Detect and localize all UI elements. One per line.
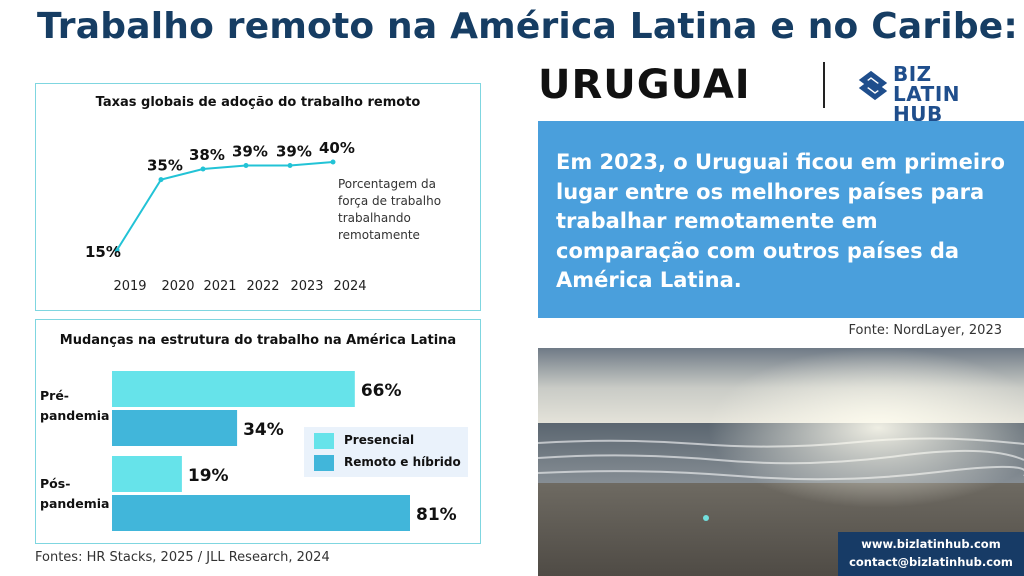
data-label: 38% xyxy=(189,146,225,164)
work-structure-bar-chart: 66% 34% 19% 81% xyxy=(112,371,457,531)
chart1-note: Porcentagem da força de trabalho trabalh… xyxy=(338,176,441,244)
data-point xyxy=(287,163,293,169)
country-heading: URUGUAI xyxy=(538,62,751,108)
x-tick-label: 2023 xyxy=(290,279,323,294)
series-line xyxy=(116,161,334,251)
chart1-note-line: remotamente xyxy=(338,228,420,242)
bar-value-label: 81% xyxy=(416,505,457,525)
bizlatinhub-logo-icon xyxy=(858,70,888,101)
legend-swatch-presencial xyxy=(314,433,334,449)
x-tick-label: 2019 xyxy=(113,279,146,294)
data-label: 35% xyxy=(147,157,183,175)
group-label-line: pandemia xyxy=(40,408,110,423)
remote-adoption-line-chart: 15% 2019 35% 2020 38% 2021 39% 2022 39% 2023 40% 20… xyxy=(85,139,367,294)
bar-value-label: 19% xyxy=(188,466,229,486)
chart2-legend: Presencial Remoto e híbrido xyxy=(304,427,468,477)
data-point xyxy=(330,159,336,165)
x-tick-label: 2024 xyxy=(333,279,366,294)
x-tick-label: 2020 xyxy=(161,279,194,294)
data-point xyxy=(158,177,164,183)
data-label: 40% xyxy=(319,139,355,157)
bar-presencial xyxy=(112,371,355,407)
data-point xyxy=(200,166,206,172)
info-box-text: Em 2023, o Uruguai ficou em primeiro lug… xyxy=(556,150,1005,292)
sources-footnote: Fontes: HR Stacks, 2025 / JLL Research, … xyxy=(35,550,330,565)
data-point xyxy=(243,163,249,169)
contact-box: www.bizlatinhub.com contact@bizlatinhub.… xyxy=(838,532,1024,576)
group-label-line: Pós- xyxy=(40,476,71,491)
chart1-title: Taxas globais de adoção do trabalho remo… xyxy=(95,95,421,110)
remote-adoption-chart-panel: Taxas globais de adoção do trabalho remo… xyxy=(35,83,481,311)
email-link[interactable]: contact@bizlatinhub.com xyxy=(849,555,1013,569)
header-divider xyxy=(823,62,825,108)
x-tick-label: 2021 xyxy=(203,279,236,294)
logo-line-2: HUB xyxy=(893,102,943,126)
logo-line-1: BIZ LATIN xyxy=(893,62,960,106)
website-link[interactable]: www.bizlatinhub.com xyxy=(861,537,1001,551)
legend-label-presencial: Presencial xyxy=(344,433,415,447)
chart2-title: Mudanças na estrutura do trabalho na Amé… xyxy=(59,333,457,348)
bar-remoto xyxy=(112,410,238,446)
data-label: 15% xyxy=(85,243,121,261)
legend-label-remoto: Remoto e híbrido xyxy=(344,455,461,469)
bar-remoto xyxy=(112,495,410,531)
legend-swatch-remoto xyxy=(314,455,334,471)
work-structure-chart-panel: Mudanças na estrutura do trabalho na Amé… xyxy=(35,319,481,544)
bar-value-label: 66% xyxy=(361,381,402,401)
chart1-note-line: trabalhando xyxy=(338,211,411,225)
chart1-note-line: Porcentagem da xyxy=(338,177,436,191)
page-title: Trabalho remoto na América Latina e no C… xyxy=(37,6,1019,47)
data-label: 39% xyxy=(276,143,312,161)
group-label-line: Pré- xyxy=(40,388,69,403)
group-label-line: pandemia xyxy=(40,496,110,511)
brand-logo: BIZ LATIN HUB xyxy=(857,62,997,124)
chart1-note-line: força de trabalho xyxy=(338,194,442,208)
group-label-pre-pandemia: Pré- pandemia xyxy=(40,386,109,426)
info-box: Em 2023, o Uruguai ficou em primeiro lug… xyxy=(538,121,1024,318)
group-label-pos-pandemia: Pós- pandemia xyxy=(40,474,109,514)
data-point xyxy=(114,247,120,253)
bar-value-label: 34% xyxy=(243,420,284,440)
source-nordlayer: Fonte: NordLayer, 2023 xyxy=(848,323,1002,338)
bar-presencial xyxy=(112,456,182,492)
x-tick-label: 2022 xyxy=(246,279,279,294)
data-label: 39% xyxy=(232,143,268,161)
